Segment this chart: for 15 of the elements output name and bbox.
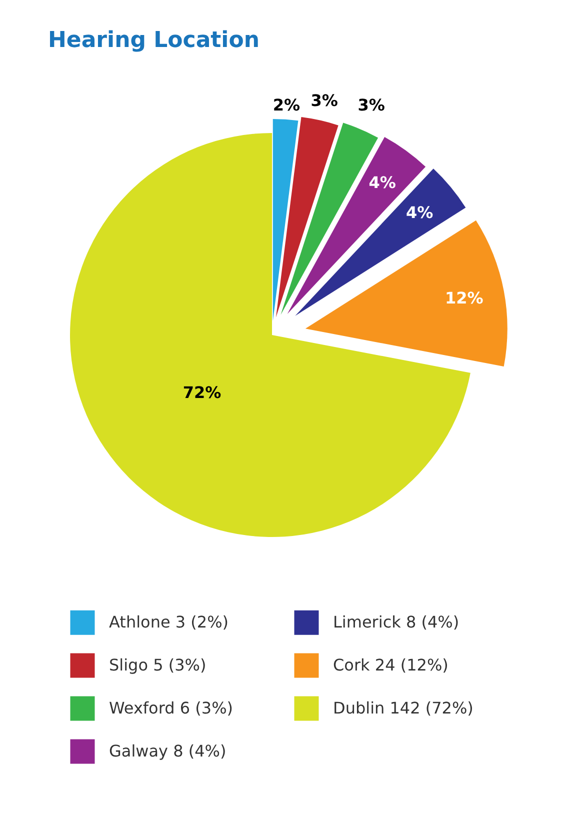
data-label: 2%	[272, 95, 300, 114]
data-label: 3%	[358, 96, 385, 115]
legend-label: Wexford 6 (3%)	[109, 698, 234, 718]
legend-label: Dublin 142 (72%)	[333, 698, 474, 718]
legend-label: Sligo 5 (3%)	[109, 656, 206, 674]
data-label: 4%	[406, 202, 434, 222]
legend-label: Galway 8 (4%)	[109, 742, 226, 760]
data-label: 12%	[444, 288, 484, 308]
chart-title: Hearing Location	[48, 28, 260, 53]
legend-label: Cork 24 (12%)	[333, 656, 448, 674]
data-label: 3%	[310, 90, 338, 110]
legend-label: Athlone 3 (2%)	[109, 612, 229, 632]
data-label: 4%	[368, 173, 396, 192]
legend-label: Limerick 8 (4%)	[333, 612, 460, 632]
data-label: 72%	[182, 382, 222, 402]
